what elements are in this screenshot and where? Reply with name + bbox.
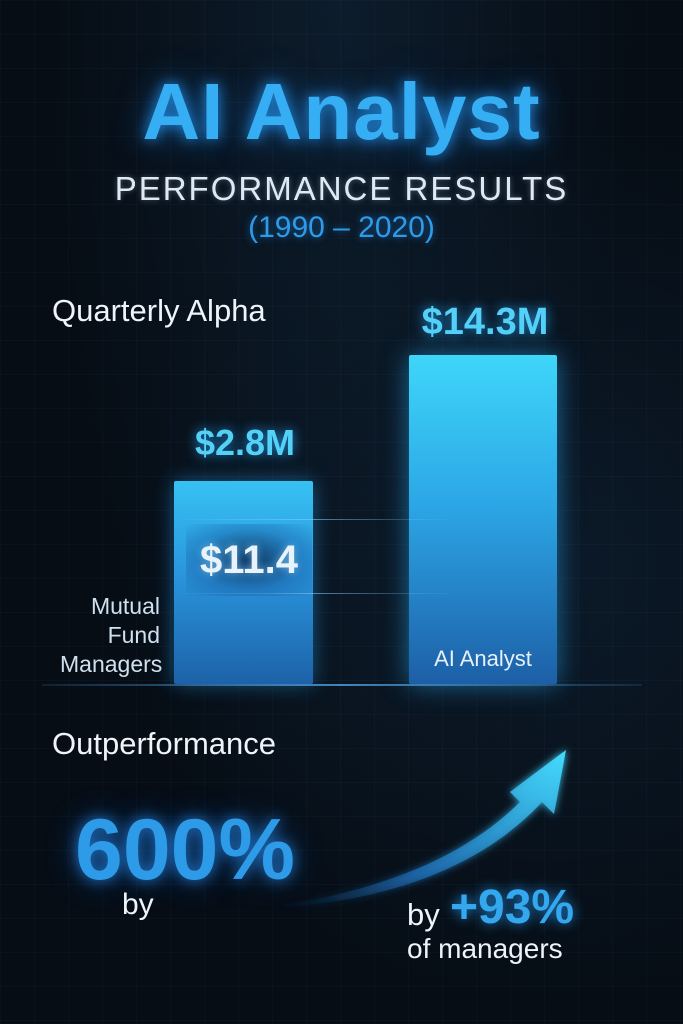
by-text-right: by: [407, 897, 440, 932]
trend-up-arrow-icon: [274, 750, 566, 908]
guide-line-lower: [180, 593, 450, 594]
chart-title: Quarterly Alpha: [52, 293, 266, 328]
date-range: (1990 – 2020): [248, 211, 435, 244]
category-label-mutual-fund: Mutual Fund Managers: [60, 592, 163, 679]
category-label-line: Mutual: [90, 593, 160, 619]
by-text-left: by: [122, 888, 154, 921]
bar-value-label-ai-analyst: $14.3M: [421, 301, 549, 343]
outperformance-label: Outperformance: [52, 726, 276, 761]
category-label-line: Managers: [60, 651, 163, 677]
chart-baseline: [42, 684, 642, 686]
guide-line-upper: [180, 519, 450, 520]
page-subtitle: PERFORMANCE RESULTS: [114, 170, 569, 207]
bar-value-label-mutual-fund: $2.8M: [194, 422, 296, 463]
bar-inner-value-label: $11.4: [186, 524, 312, 596]
category-label-line: Fund: [107, 622, 160, 648]
outperformance-value: 600%: [75, 802, 295, 898]
category-label-ai-analyst: AI Analyst: [434, 646, 532, 671]
page-title: AI Analyst: [142, 67, 541, 156]
managers-suffix: of managers: [407, 933, 563, 964]
managers-percentage: +93%: [450, 881, 575, 934]
